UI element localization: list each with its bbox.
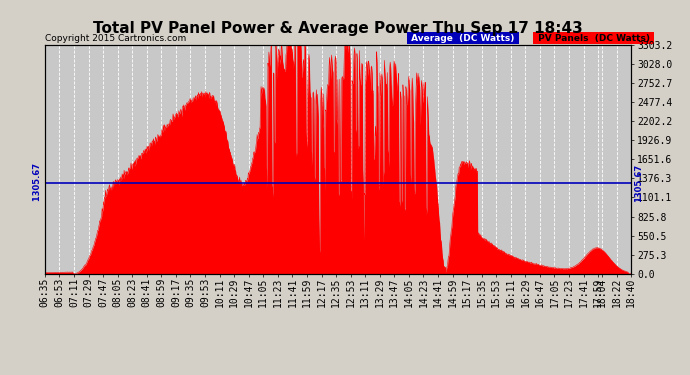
Text: Copyright 2015 Cartronics.com: Copyright 2015 Cartronics.com [46, 34, 187, 43]
Text: 1305.67: 1305.67 [33, 163, 42, 204]
Text: PV Panels  (DC Watts): PV Panels (DC Watts) [535, 34, 653, 43]
Text: Total PV Panel Power & Average Power Thu Sep 17 18:43: Total PV Panel Power & Average Power Thu… [93, 21, 583, 36]
Text: Average  (DC Watts): Average (DC Watts) [408, 34, 518, 43]
Text: 1305.67: 1305.67 [634, 164, 643, 202]
